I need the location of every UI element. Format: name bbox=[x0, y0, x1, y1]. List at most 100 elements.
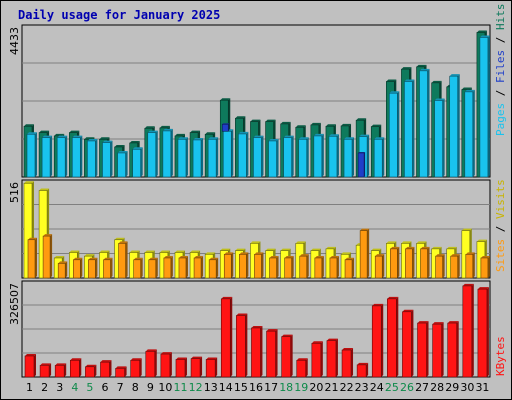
files-bar-top bbox=[268, 138, 279, 141]
legend-kbytes: KBytes bbox=[494, 336, 507, 376]
kbytes-bar-side bbox=[260, 325, 263, 377]
files-bar-top bbox=[404, 79, 415, 82]
sites-bar-side bbox=[155, 257, 158, 278]
kbytes-bar bbox=[417, 322, 427, 378]
x-tick-label: 25 bbox=[385, 381, 399, 394]
kbytes-bar-side bbox=[290, 334, 293, 377]
kbytes-bar-top bbox=[417, 321, 429, 324]
files-bar bbox=[207, 138, 217, 178]
x-tick-label: 13 bbox=[204, 381, 218, 394]
hits-bar-top bbox=[250, 119, 261, 122]
kbytes-bar bbox=[326, 340, 337, 378]
x-tick-label: 6 bbox=[102, 381, 109, 394]
sites-bar bbox=[314, 257, 323, 279]
kbytes-bar-side bbox=[79, 358, 82, 377]
sites-bar-side bbox=[382, 254, 385, 278]
files-bar-side bbox=[216, 137, 219, 177]
kbytes-bar-side bbox=[124, 366, 127, 377]
sites-bar bbox=[465, 254, 474, 279]
hits-bar-top bbox=[416, 64, 427, 67]
files-bar-side bbox=[291, 135, 294, 177]
files-bar bbox=[389, 92, 398, 178]
sites-bar-top bbox=[209, 257, 219, 260]
kbytes-bar-side bbox=[245, 313, 248, 377]
kbytes-bar bbox=[160, 353, 171, 378]
kbytes-bar-top bbox=[221, 296, 233, 299]
kbytes-bar-side bbox=[411, 309, 414, 377]
sites-bar bbox=[390, 248, 398, 279]
kbytes-bar bbox=[39, 365, 50, 378]
files-bar-top bbox=[27, 132, 37, 135]
x-tick-label: 21 bbox=[324, 381, 338, 394]
kbytes-bar-side bbox=[426, 321, 429, 377]
files-bar bbox=[328, 135, 338, 178]
x-tick-label: 12 bbox=[189, 381, 203, 394]
files-bar-side bbox=[306, 137, 309, 177]
files-bar-side bbox=[261, 135, 264, 177]
kbytes-bar-top bbox=[160, 352, 172, 355]
visits-bar-top bbox=[99, 250, 110, 253]
kbytes-bar bbox=[462, 285, 473, 378]
hits-bar-top bbox=[461, 87, 472, 90]
legend-hits: Hits bbox=[494, 4, 507, 31]
files-bar-top bbox=[87, 138, 98, 141]
hits-bar-top bbox=[99, 137, 110, 140]
files-bar-top bbox=[283, 135, 294, 138]
kbytes-bar-top bbox=[251, 325, 263, 328]
files-bar-side bbox=[427, 68, 430, 177]
files-bar bbox=[373, 138, 383, 178]
visits-bar-top bbox=[341, 252, 352, 255]
hits-bar-top bbox=[295, 125, 306, 128]
sites-bar-top bbox=[224, 252, 234, 255]
kbytes-bar bbox=[205, 359, 216, 378]
kbytes-bar-top bbox=[402, 309, 414, 312]
hits-bar-top bbox=[69, 130, 80, 133]
visits-bar-top bbox=[190, 250, 201, 253]
visits-bar-top bbox=[250, 241, 261, 244]
kbytes-bar-side bbox=[139, 358, 142, 377]
files-bar-top bbox=[102, 140, 113, 143]
sites-bar-side bbox=[457, 254, 460, 278]
hits-bar-top bbox=[280, 121, 291, 124]
files-bar-side bbox=[442, 98, 445, 177]
kbytes-bar-top bbox=[311, 341, 323, 344]
sites-bar bbox=[27, 239, 36, 279]
kbytes-bar bbox=[100, 361, 110, 378]
kbytes-bar-side bbox=[486, 287, 489, 377]
files-bar bbox=[41, 137, 51, 178]
sites-bar-side bbox=[185, 255, 188, 278]
kbytes-bar bbox=[24, 355, 35, 378]
files-bar bbox=[419, 70, 428, 178]
sites-bar bbox=[178, 257, 187, 279]
kbytes-bar-top bbox=[236, 313, 248, 316]
kbytes-bar bbox=[266, 330, 276, 378]
files-bar-side bbox=[50, 135, 53, 177]
sites-bar-top bbox=[435, 254, 445, 257]
files-bar-side bbox=[95, 138, 98, 177]
files-bar-side bbox=[140, 147, 143, 177]
visits-bar-top bbox=[265, 248, 276, 251]
kbytes-bar bbox=[371, 305, 382, 378]
sites-bar bbox=[405, 248, 413, 279]
kbytes-bar-side bbox=[34, 353, 36, 377]
visits-bar-top bbox=[461, 228, 472, 231]
hits-bar-top bbox=[174, 133, 185, 136]
files-bar-top bbox=[328, 134, 339, 137]
visits-bar-top bbox=[174, 250, 185, 253]
sites-bar bbox=[88, 259, 96, 279]
files-bar-top bbox=[253, 135, 264, 138]
sites-bar-top bbox=[360, 228, 370, 231]
kbytes-bar-top bbox=[191, 356, 203, 359]
kbytes-bar bbox=[85, 366, 95, 378]
sites-bar-side bbox=[276, 255, 279, 278]
sites-bar bbox=[284, 257, 292, 279]
legend-sep: / bbox=[494, 83, 507, 103]
sites-bar-top bbox=[178, 255, 188, 258]
kbytes-bar-top bbox=[357, 362, 369, 365]
y-max-label: 4433 bbox=[8, 27, 21, 55]
x-tick-label: 10 bbox=[158, 381, 172, 394]
files-bar bbox=[479, 37, 489, 178]
sites-bar bbox=[103, 259, 111, 279]
files-bar-top bbox=[42, 135, 53, 138]
files-bar-side bbox=[231, 129, 234, 177]
